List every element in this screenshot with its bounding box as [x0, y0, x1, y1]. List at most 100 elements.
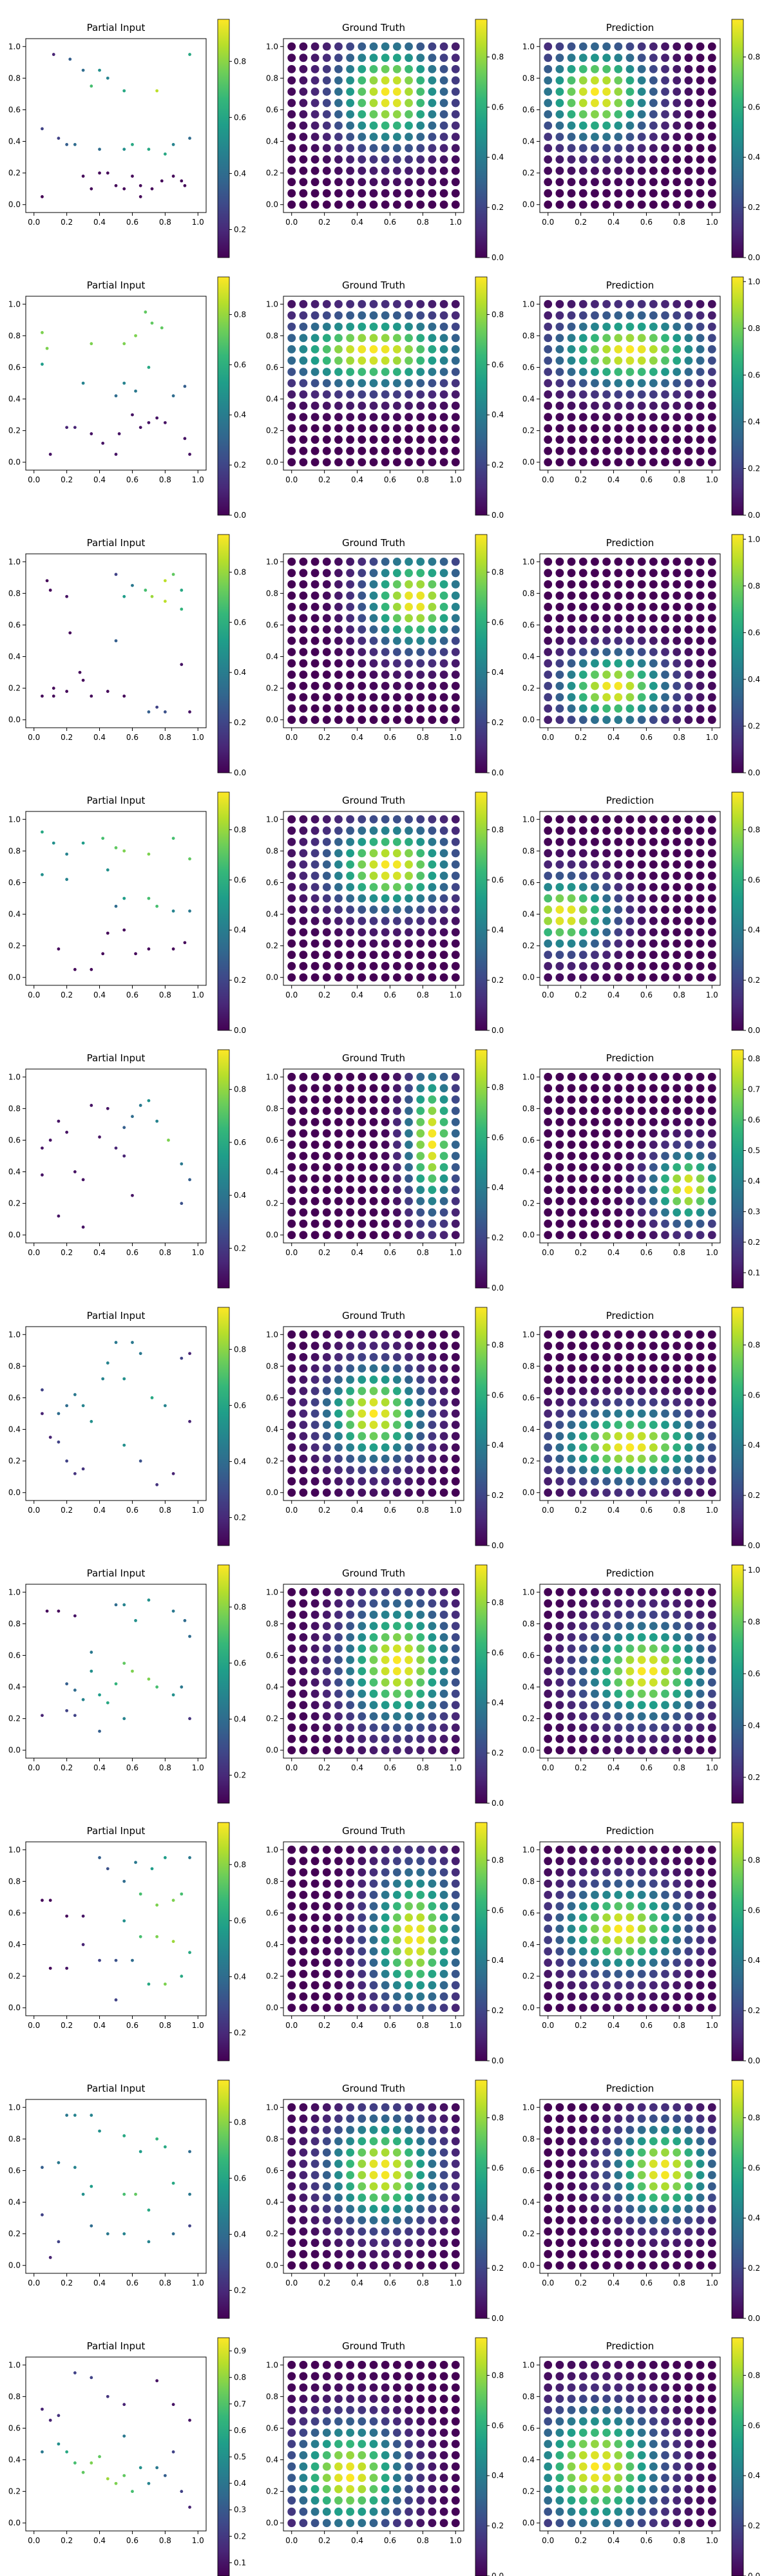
grid-point [428, 166, 437, 175]
grid-point [555, 311, 564, 320]
data-point [188, 1419, 191, 1423]
data-point [57, 2240, 61, 2244]
grid-point [358, 1072, 367, 1081]
grid-point [392, 715, 401, 724]
grid-point [578, 1466, 587, 1475]
data-point [180, 1975, 184, 1978]
grid-point [405, 1992, 413, 2001]
grid-point [358, 1443, 367, 1452]
grid-point [322, 64, 331, 73]
panel-title: Prediction [606, 1825, 654, 1837]
grid-point [439, 166, 448, 175]
grid-point [346, 704, 355, 713]
grid-point [416, 1364, 425, 1373]
grid-point [707, 133, 716, 141]
grid-point [673, 1633, 682, 1642]
grid-point [346, 614, 355, 623]
grid-point [358, 1118, 367, 1126]
grid-point [661, 693, 669, 702]
grid-point [381, 1936, 390, 1944]
grid-point [625, 458, 635, 467]
grid-point [428, 1845, 437, 1854]
grid-point [322, 693, 331, 702]
grid-point [614, 1913, 623, 1922]
grid-point [439, 76, 448, 85]
grid-point [649, 1163, 658, 1171]
grid-point [405, 345, 413, 354]
grid-point [684, 1129, 693, 1138]
grid-point [555, 837, 564, 846]
grid-point [299, 1689, 308, 1698]
grid-point [381, 1891, 390, 1899]
grid-point [451, 1118, 460, 1126]
grid-point [555, 1352, 564, 1361]
grid-point [637, 1689, 646, 1698]
grid-point [322, 1364, 331, 1373]
grid-point [381, 2137, 390, 2146]
grid-point [591, 1891, 599, 1899]
panel-title: Prediction [606, 279, 654, 291]
data-point [188, 857, 191, 861]
grid-point [392, 2137, 401, 2146]
grid-point [322, 42, 331, 51]
data-point [90, 968, 93, 971]
grid-point [299, 379, 308, 388]
grid-point [684, 299, 693, 308]
grid-point [287, 1992, 296, 2001]
grid-point [696, 1656, 705, 1664]
grid-point [369, 580, 378, 589]
grid-point [405, 1689, 413, 1698]
grid-point [649, 1936, 658, 1944]
grid-point [439, 894, 448, 903]
data-point [180, 1202, 184, 1206]
grid-point [591, 1981, 599, 1990]
grid-point [369, 1723, 378, 1732]
grid-point [334, 1599, 343, 1608]
grid-point [555, 951, 564, 960]
grid-point [578, 625, 587, 634]
grid-point [673, 401, 682, 410]
grid-point [684, 1197, 693, 1206]
grid-point [544, 1477, 553, 1486]
grid-point [405, 299, 413, 308]
data-point [122, 2232, 126, 2236]
grid-point [381, 299, 390, 308]
grid-point [334, 311, 343, 320]
grid-point [310, 2114, 320, 2123]
grid-point [358, 458, 367, 467]
colorbar: 0.20.40.60.81.0 [731, 1564, 760, 1804]
grid-point [299, 2159, 308, 2168]
grid-point [591, 178, 599, 187]
y-tick-label: 1.0 [8, 1330, 21, 1339]
grid-point [334, 1678, 343, 1687]
grid-point [661, 1118, 669, 1126]
data-point [134, 1861, 137, 1864]
grid-point [591, 693, 599, 702]
grid-point [369, 1644, 378, 1653]
data-point [180, 663, 184, 667]
grid-point [287, 1231, 296, 1240]
grid-point [696, 939, 705, 948]
grid-point [578, 368, 587, 376]
grid-point [405, 1398, 413, 1406]
grid-point [451, 379, 460, 388]
grid-point [334, 424, 343, 433]
grid-point [334, 1947, 343, 1956]
grid-point [684, 1992, 693, 2001]
grid-point [661, 144, 669, 153]
x-tick-label: 0.0 [285, 2021, 298, 2030]
grid-point [405, 1208, 413, 1217]
grid-point [673, 860, 682, 869]
grid-point [322, 2159, 331, 2168]
grid-point [439, 1174, 448, 1183]
grid-point [555, 715, 564, 724]
grid-point [673, 1186, 682, 1194]
grid-point [428, 1141, 437, 1149]
grid-point [369, 458, 378, 467]
grid-point [684, 815, 693, 824]
grid-point [567, 1599, 576, 1608]
grid-point [661, 1376, 669, 1384]
grid-point [637, 826, 646, 835]
grid-point [381, 76, 390, 85]
grid-point [696, 356, 705, 365]
